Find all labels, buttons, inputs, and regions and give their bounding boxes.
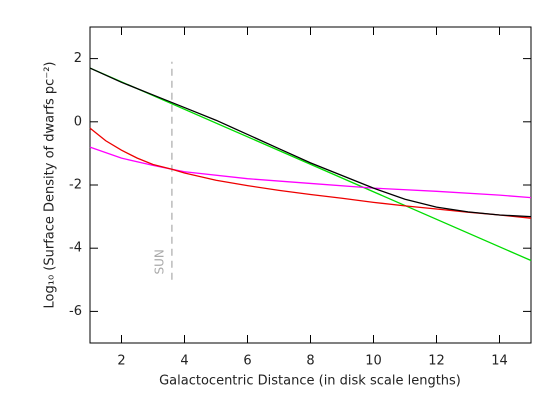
y-tick-label: -2	[69, 178, 82, 193]
y-tick-label: -4	[69, 241, 82, 256]
x-tick-label: 12	[428, 354, 445, 369]
sun-label: SUN	[152, 249, 166, 274]
series-line	[89, 146, 532, 199]
x-tick-label: 8	[306, 354, 314, 369]
y-tick-label: -6	[69, 304, 82, 319]
x-tick-label: 6	[243, 354, 251, 369]
x-tick-label: 14	[491, 354, 508, 369]
y-tick-label: 0	[74, 114, 82, 129]
x-tick-label: 2	[117, 354, 125, 369]
y-axis-label: Log₁₀ (Surface Density of dwarfs pc⁻²)	[43, 62, 58, 309]
series-line	[89, 127, 532, 219]
plot-frame	[89, 26, 532, 344]
series-line	[89, 67, 532, 218]
x-tick-label: 4	[180, 354, 188, 369]
x-axis-label: Galactocentric Distance (in disk scale l…	[159, 374, 461, 389]
series-line	[89, 67, 532, 262]
x-tick-label: 10	[365, 354, 382, 369]
y-tick-label: 2	[74, 51, 82, 66]
